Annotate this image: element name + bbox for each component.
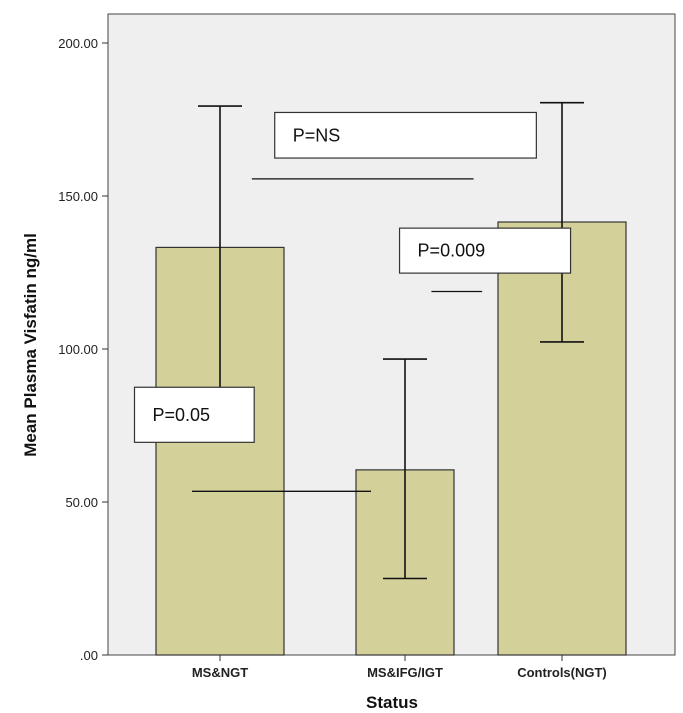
y-tick-label-0: .00: [80, 648, 98, 663]
x-tick-label-2: Controls(NGT): [517, 665, 607, 680]
y-tick-label-1: 50.00: [65, 495, 98, 510]
significance-label-2: P=NS: [293, 125, 341, 145]
y-tick-label-2: 100.00: [58, 342, 98, 357]
y-tick-label-3: 150.00: [58, 189, 98, 204]
significance-box-1: [398, 227, 572, 274]
significance-label-0: P=0.05: [153, 405, 211, 425]
significance-box-0: [133, 386, 255, 443]
y-tick-label-4: 200.00: [58, 36, 98, 51]
significance-box-2: [274, 111, 537, 159]
x-tick-label-1: MS&IFG/IGT: [367, 665, 443, 680]
x-tick-label-0: MS&NGT: [192, 665, 248, 680]
x-axis-title: Status: [366, 693, 418, 712]
y-axis-title: Mean Plasma Visfatin ng/ml: [21, 233, 40, 457]
significance-label-1: P=0.009: [418, 241, 486, 261]
